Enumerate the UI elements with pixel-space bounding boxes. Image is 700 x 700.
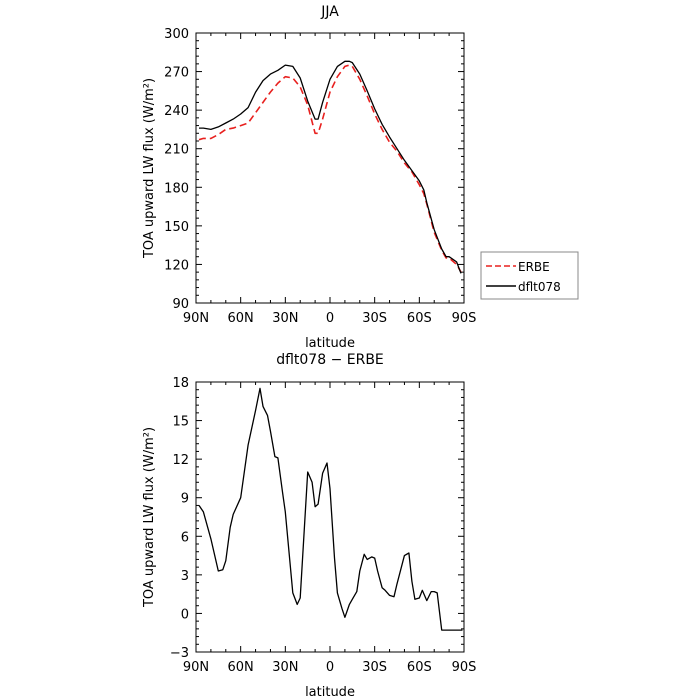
- x-tick-label: 90N: [183, 311, 209, 326]
- legend: ERBE dflt078: [480, 251, 579, 300]
- difference-panel: dflt078 − ERBE TOA upward LW flux (W/m²)…: [142, 352, 476, 700]
- x-tick-label: 90N: [183, 660, 209, 675]
- x-tick-label: 90S: [452, 311, 477, 326]
- x-tick-label: 60N: [228, 660, 254, 675]
- tick-layer: 90N 60N 30N 0 30S 60S 90S −3 0 3 6 9 12 15 18: [170, 376, 477, 675]
- x-axis-label: latitude: [305, 685, 355, 700]
- plot-frame: [195, 32, 465, 304]
- y-tick-label: 120: [164, 258, 189, 273]
- y-tick-label: 6: [181, 530, 189, 545]
- flux-panel: JJA TOA upward LW flux (W/m²) latitude 9…: [142, 4, 579, 351]
- y-tick-label: 18: [172, 376, 189, 391]
- x-tick-label: 60S: [407, 660, 432, 675]
- y-tick-label: 210: [164, 143, 189, 158]
- series-layer: [198, 60, 462, 274]
- series-layer: [198, 387, 463, 631]
- x-tick-label: 30S: [362, 660, 387, 675]
- y-axis-label: TOA upward LW flux (W/m²): [142, 427, 157, 608]
- x-tick-label: 60S: [407, 311, 432, 326]
- y-tick-label: 270: [164, 66, 189, 81]
- x-tick-label: 0: [326, 311, 334, 326]
- x-tick-label: 90S: [452, 660, 477, 675]
- chart-title: dflt078 − ERBE: [276, 352, 384, 368]
- y-tick-label: −3: [170, 646, 189, 661]
- x-tick-label: 30N: [272, 660, 298, 675]
- tick-layer: 90N 60N 30N 0 30S 60S 90S 90 120 150 180 210 240 270 3…: [164, 27, 476, 326]
- y-tick-label: 3: [181, 569, 189, 584]
- legend-label-erbe: ERBE: [518, 260, 550, 274]
- plot-frame: [195, 381, 465, 653]
- series-line-difference: [198, 387, 463, 631]
- y-tick-label: 180: [164, 181, 189, 196]
- x-tick-label: 30S: [362, 311, 387, 326]
- x-tick-label: 30N: [272, 311, 298, 326]
- y-tick-label: 0: [181, 607, 189, 622]
- series-line-erbe: [198, 64, 462, 273]
- chart-title: JJA: [320, 4, 339, 20]
- y-tick-label: 240: [164, 104, 189, 119]
- y-tick-label: 300: [164, 27, 189, 42]
- legend-label-dflt078: dflt078: [518, 280, 561, 294]
- series-line-dflt078: [199, 60, 462, 274]
- x-tick-label: 60N: [228, 311, 254, 326]
- y-tick-label: 90: [172, 297, 189, 312]
- x-axis-label: latitude: [305, 336, 355, 351]
- legend-box: [480, 251, 579, 300]
- y-tick-label: 12: [172, 453, 189, 468]
- x-tick-label: 0: [326, 660, 334, 675]
- y-tick-label: 150: [164, 220, 189, 235]
- y-tick-label: 9: [181, 492, 189, 507]
- y-axis-label: TOA upward LW flux (W/m²): [142, 78, 157, 259]
- y-tick-label: 15: [172, 415, 189, 430]
